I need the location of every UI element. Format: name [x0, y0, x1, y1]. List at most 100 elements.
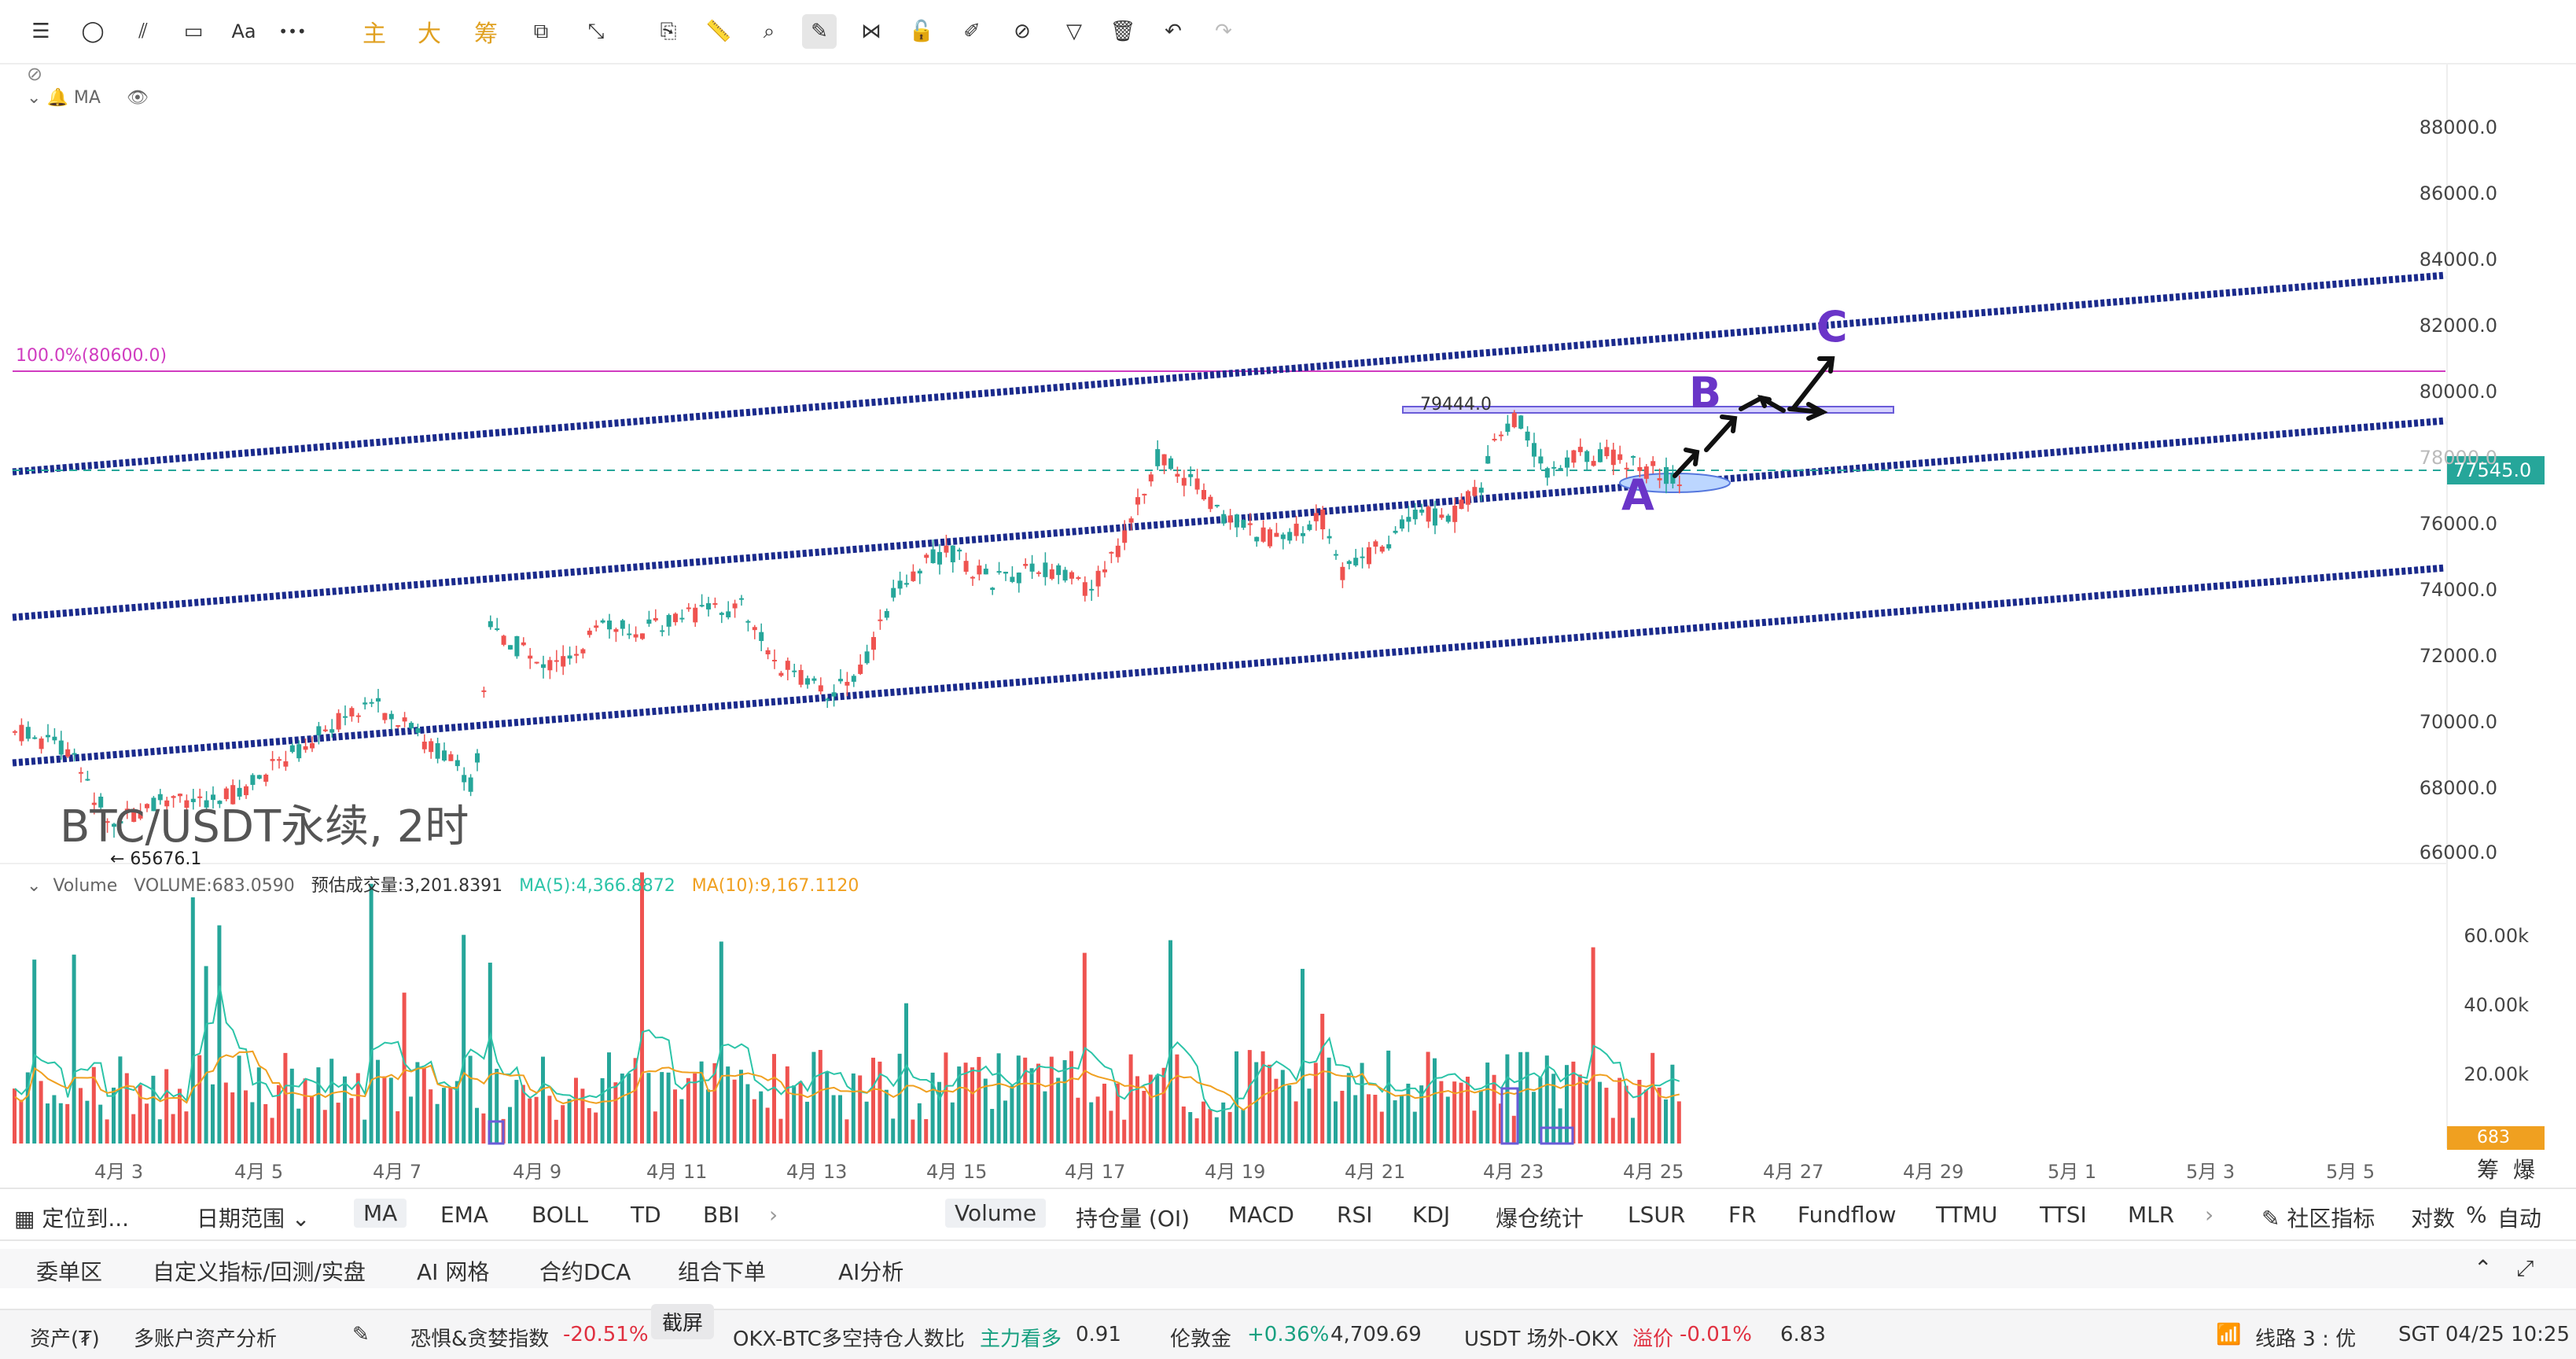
candle-body — [448, 754, 454, 761]
candle-body — [131, 809, 137, 822]
ellipse-icon[interactable]: ◯ — [81, 20, 105, 43]
main-indicator-td[interactable]: TD — [631, 1202, 661, 1228]
candle-body — [322, 729, 328, 731]
candle-body — [454, 760, 460, 767]
price-tick: 70000.0 — [2419, 711, 2497, 733]
candle-body — [32, 737, 38, 739]
trash-icon[interactable]: 🗑 — [1110, 20, 1136, 43]
date-tick: 4月 19 — [1205, 1161, 1266, 1183]
magnet-icon[interactable]: ⋈ — [861, 20, 881, 43]
sub-indicator-mlr[interactable]: MLR — [2128, 1202, 2175, 1228]
sub-indicator-oi[interactable]: 持仓量 (OI) — [1076, 1206, 1190, 1232]
wave-c-label: C — [1816, 302, 1848, 352]
chip-button[interactable]: 筹 — [474, 20, 498, 48]
tab-contract-dca[interactable]: 合约DCA — [539, 1259, 631, 1285]
chevron-up-icon[interactable]: ⌃ — [2474, 1255, 2493, 1281]
candle-body — [388, 713, 394, 720]
auto-scale-toggle[interactable]: 自动 — [2497, 1206, 2542, 1232]
chevron-down-icon[interactable]: ⌄ — [27, 876, 42, 896]
rectangle-icon[interactable]: ▭ — [183, 20, 204, 43]
date-tick: 5月 5 — [2326, 1161, 2375, 1183]
sub-indicator-liquidation[interactable]: 爆仓统计 — [1496, 1206, 1584, 1232]
main-chart-button[interactable]: 主 — [362, 20, 386, 48]
sub-indicator-volume[interactable]: Volume — [945, 1199, 1047, 1228]
volume-bar — [1023, 1057, 1028, 1144]
sub-indicator-ttsi[interactable]: TTSI — [2040, 1202, 2087, 1228]
chevron-down-icon[interactable]: ⌄ — [27, 88, 42, 108]
log-scale-toggle[interactable]: 对数 — [2411, 1206, 2456, 1232]
volume-bar — [145, 1103, 149, 1144]
sub-indicator-lsur[interactable]: LSUR — [1628, 1202, 1686, 1228]
chart-canvas[interactable] — [0, 63, 2576, 1156]
volume-bar — [429, 1089, 433, 1144]
tab-combo-order[interactable]: 组合下单 — [678, 1259, 767, 1285]
sub-indicator-rsi[interactable]: RSI — [1337, 1202, 1373, 1228]
sub-indicator-ttmu[interactable]: TTMU — [1936, 1202, 1998, 1228]
volume-bar — [1426, 1051, 1430, 1144]
screenshot-button[interactable]: 截屏 — [651, 1304, 715, 1339]
lock-icon[interactable]: 🔓 — [908, 20, 935, 43]
chip-toggle[interactable]: 筹 — [2477, 1157, 2500, 1183]
zoom-icon[interactable]: ⌕ — [763, 19, 775, 43]
candle-body — [157, 794, 163, 801]
main-indicator-bbi[interactable]: BBI — [703, 1202, 740, 1228]
date-range-dropdown[interactable]: 日期范围 ⌄ — [197, 1202, 310, 1233]
filter-icon[interactable]: ▽ — [1066, 20, 1082, 43]
expand-icon[interactable]: ⤢ — [2516, 1255, 2534, 1281]
sub-indicator-fr[interactable]: FR — [1728, 1202, 1757, 1228]
clone-icon[interactable]: ⧉ — [533, 19, 549, 43]
edit-icon[interactable]: ✎ — [352, 1323, 370, 1346]
collapse-icon[interactable]: ⊘ — [27, 63, 43, 85]
candle-body — [39, 738, 44, 749]
candle-body — [1142, 493, 1147, 495]
sub-indicator-macd[interactable]: MACD — [1228, 1202, 1294, 1228]
volume-bar — [772, 1054, 776, 1144]
fib-label: 100.0%(80600.0) — [16, 346, 167, 366]
bell-icon[interactable]: 🔔 — [46, 88, 68, 108]
undo-icon[interactable]: ↶ — [1165, 20, 1182, 43]
sub-indicator-kdj[interactable]: KDJ — [1412, 1202, 1451, 1228]
volume-bar — [594, 1112, 598, 1144]
percent-scale-toggle[interactable]: % — [2466, 1202, 2487, 1228]
tab-custom-indicators[interactable]: 自定义指标/回测/实盘 — [153, 1259, 366, 1285]
edit-icon[interactable]: ✐ — [963, 20, 981, 43]
chevron-right-icon[interactable]: › — [2205, 1202, 2214, 1228]
text-tool-button[interactable]: Aa — [231, 20, 256, 42]
volume-bar — [230, 1092, 235, 1144]
ruler-icon[interactable]: 📏 — [705, 20, 732, 43]
big-order-button[interactable]: 大 — [418, 20, 441, 48]
more-tools-button[interactable]: ••• — [278, 22, 307, 41]
tab-orders[interactable]: 委单区 — [36, 1259, 103, 1285]
chevron-right-icon[interactable]: › — [769, 1202, 778, 1228]
liquidation-toggle[interactable]: 爆 — [2513, 1157, 2536, 1183]
hide-icon[interactable]: ⊘ — [1014, 20, 1031, 43]
main-indicator-ema[interactable]: EMA — [440, 1202, 489, 1228]
network-line-label[interactable]: 线路 3 : 优 — [2255, 1328, 2357, 1351]
eye-off-icon[interactable]: 👁 — [126, 88, 149, 108]
locate-button[interactable]: ▦ 定位到... — [14, 1202, 129, 1233]
candle-body — [1194, 478, 1200, 490]
redo-icon[interactable]: ↷ — [1215, 20, 1232, 43]
candle-body — [1334, 554, 1338, 556]
volume-bar — [336, 1103, 340, 1144]
pen-icon[interactable]: ✎ — [802, 14, 837, 49]
copy-icon[interactable]: ⎘ — [660, 19, 677, 43]
main-indicator-boll[interactable]: BOLL — [532, 1202, 588, 1228]
assets-label[interactable]: 资产(₮) — [30, 1328, 100, 1351]
tab-ai-grid[interactable]: AI 网格 — [417, 1259, 490, 1285]
usdt-otc-value: 6.83 — [1780, 1323, 1826, 1346]
community-indicators-button[interactable]: ✎ 社区指标 — [2261, 1202, 2375, 1233]
candle-body — [878, 619, 883, 621]
fib-icon[interactable]: ⫽ — [138, 19, 148, 43]
multi-account-analysis[interactable]: 多账户资产分析 — [134, 1328, 278, 1351]
main-indicator-ma[interactable]: MA — [354, 1199, 407, 1228]
tab-ai-analysis[interactable]: AI分析 — [838, 1259, 904, 1285]
candle-body — [666, 614, 672, 627]
volume-bar — [270, 1118, 274, 1144]
measure-icon[interactable]: ⤡ — [587, 19, 605, 43]
volume-bar — [778, 1118, 783, 1144]
volume-bar — [1525, 1051, 1529, 1144]
candle-body — [1175, 473, 1180, 477]
sub-indicator-fundflow[interactable]: Fundflow — [1798, 1202, 1897, 1228]
menu-icon[interactable]: ☰ — [31, 20, 50, 43]
